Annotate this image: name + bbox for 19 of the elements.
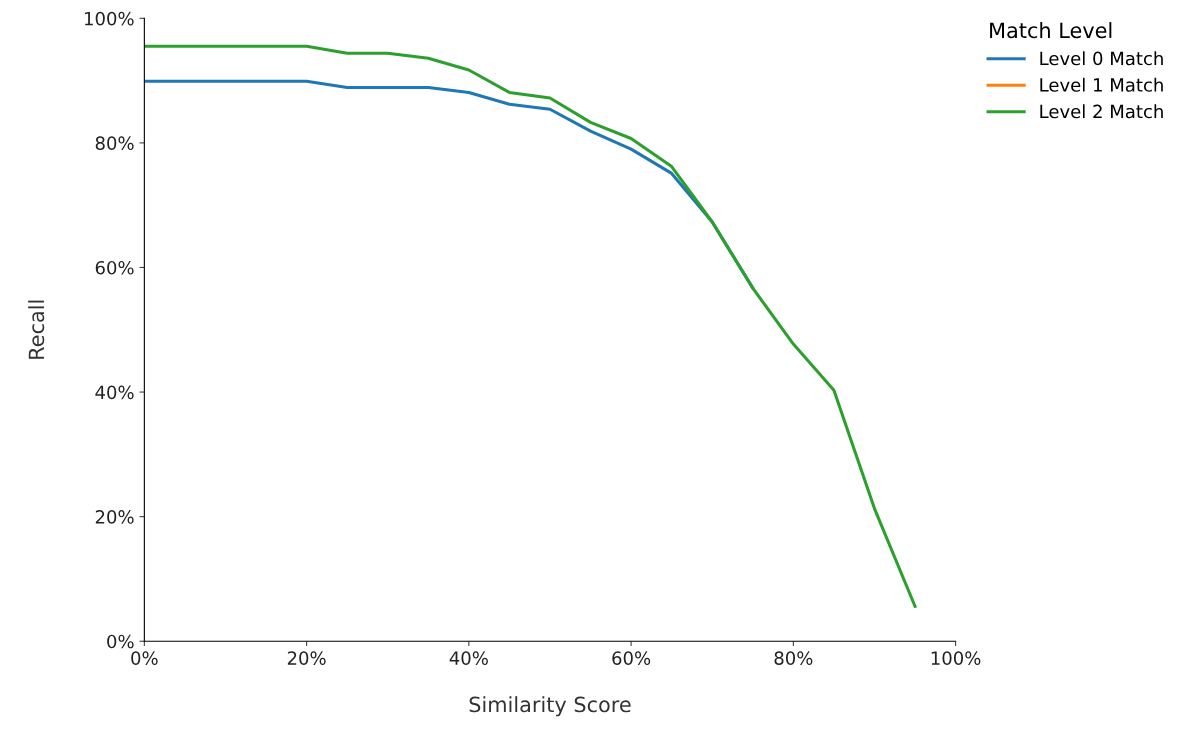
x-axis-title: Similarity Score — [469, 696, 631, 717]
x-tick-label: 100% — [931, 651, 981, 665]
line-series — [144, 44, 917, 608]
x-tick-label: 0% — [131, 651, 158, 665]
y-tick-label: 20% — [95, 510, 134, 524]
y-axis-title: Recall — [28, 300, 45, 359]
legend-label: Level 1 Match — [1040, 77, 1163, 92]
legend-label: Level 0 Match — [1040, 51, 1163, 66]
y-tick-label: 80% — [95, 136, 134, 150]
y-tick-label: 40% — [95, 385, 134, 400]
legend-label: Level 2 Match — [1040, 104, 1163, 119]
x-tick-label: 60% — [612, 651, 651, 665]
x-tick-label: 80% — [774, 651, 813, 665]
x-tick-label: 20% — [287, 651, 326, 665]
y-tick-label: 60% — [95, 260, 134, 275]
y-tick-label: 100% — [84, 11, 134, 26]
x-tick-label: 40% — [449, 651, 488, 665]
legend-title: Match Level — [990, 22, 1112, 39]
y-tick-label: 0% — [107, 634, 134, 649]
